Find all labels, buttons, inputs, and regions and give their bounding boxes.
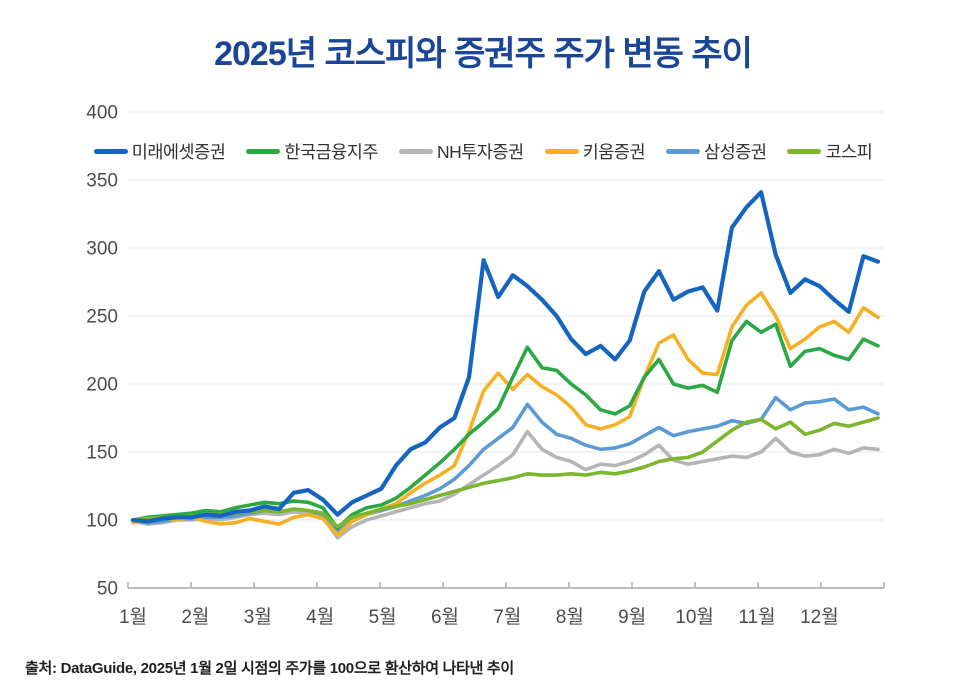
x-axis-tick-label: 1월	[119, 606, 147, 628]
y-axis-tick-label: 100	[86, 511, 118, 532]
x-axis-tick-label: 2월	[181, 606, 209, 628]
line-chart: 50 100 150 200 250 300 350 400 1월 2월 3월 4월 5월 6월 7월 8월 9…	[86, 103, 885, 628]
x-axis-tick-label: 9월	[618, 606, 646, 628]
x-axis-tick-label: 12월	[800, 606, 839, 628]
y-axis-tick-label: 200	[86, 375, 118, 396]
series-line-한국금융지주	[131, 319, 880, 531]
y-axis-tick-label: 50	[97, 579, 118, 600]
y-axis-tick-label: 150	[86, 443, 118, 464]
x-axis-tick-label: 8월	[556, 606, 584, 628]
y-axis-tick-label: 350	[86, 171, 118, 192]
x-axis-tick-label: 5월	[369, 606, 397, 628]
source-note: 출처: DataGuide, 2025년 1월 2일 시점의 주가를 100으로…	[25, 660, 514, 677]
series-line-미래에셋증권	[130, 190, 881, 524]
x-axis-tick-label: 4월	[306, 606, 334, 628]
series-line-키움증권	[131, 291, 880, 537]
x-axis-tick-label: 6월	[431, 606, 459, 628]
chart-title: 2025년 코스피와 증권주 주가 변동 추이	[214, 35, 753, 73]
x-axis-tick-label: 10월	[675, 606, 714, 628]
y-axis-tick-label: 400	[86, 103, 118, 124]
series-line-코스피	[131, 416, 880, 529]
y-axis-tick-label: 300	[86, 239, 118, 260]
x-axis-tick-label: 7월	[493, 606, 521, 628]
y-axis-tick-label: 250	[86, 307, 118, 328]
series-line-NH투자증권	[131, 429, 880, 540]
x-axis-tick-label: 11월	[738, 606, 775, 628]
x-axis-tick-label: 3월	[244, 606, 272, 628]
